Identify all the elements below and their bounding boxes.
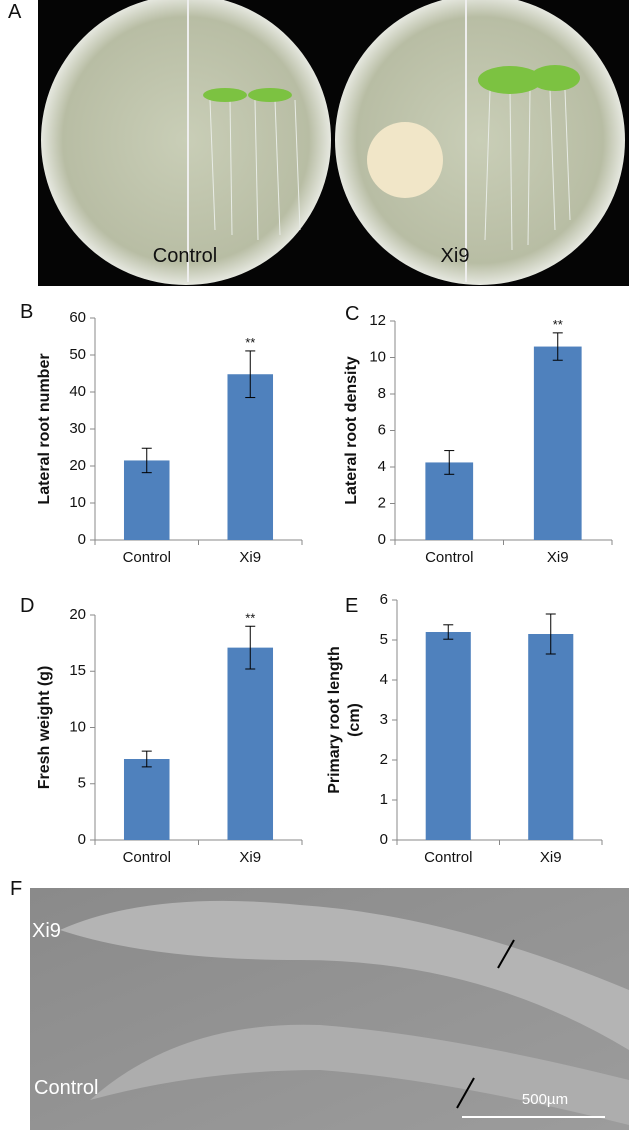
error-bar <box>141 447 152 474</box>
panel-label: A <box>8 1 22 23</box>
error-bar <box>141 750 152 768</box>
y-axis-title: Fresh weight (g) <box>36 666 53 790</box>
y-axis-title: Lateral root number <box>36 353 53 504</box>
fungal-colony <box>367 122 443 198</box>
bar <box>123 460 170 540</box>
x-tick-label: Xi9 <box>547 549 569 566</box>
y-tick-label: 0 <box>78 831 86 848</box>
error-bar <box>552 332 563 361</box>
plate <box>41 0 331 285</box>
y-tick-label: 0 <box>78 531 86 548</box>
error-bar <box>545 613 556 655</box>
y-tick-label: 15 <box>69 662 86 679</box>
y-tick-label: 1 <box>380 791 388 808</box>
y-tick-label: 2 <box>380 751 388 768</box>
y-tick-label: 5 <box>78 775 86 792</box>
y-tick-label: 3 <box>380 711 388 728</box>
significance: ** <box>245 610 255 625</box>
y-tick-label: 0 <box>380 831 388 848</box>
y-tick-label: 10 <box>69 718 86 735</box>
error-bar <box>245 350 256 399</box>
bar <box>425 462 474 540</box>
y-tick-label: 2 <box>378 494 386 511</box>
root-image <box>60 900 629 1050</box>
error-bar <box>443 624 454 640</box>
significance: ** <box>553 317 563 332</box>
bar <box>227 647 274 840</box>
y-tick-label: 10 <box>69 494 86 511</box>
bar <box>425 632 471 840</box>
image-label: Xi9 <box>32 920 61 942</box>
y-tick-label: 6 <box>380 591 388 608</box>
panel-label: C <box>345 303 359 325</box>
x-tick-label: Control <box>123 549 171 566</box>
y-axis-title: Primary root length <box>326 646 343 794</box>
root-image <box>90 1024 629 1125</box>
plate-label: Control <box>153 245 217 267</box>
y-tick-label: 30 <box>69 420 86 437</box>
width-arrow <box>497 939 515 969</box>
significance: ** <box>245 335 255 350</box>
y-axis-title: Lateral root density <box>343 356 360 505</box>
y-tick-label: 20 <box>69 606 86 623</box>
scale-label: 500µm <box>522 1091 568 1108</box>
panel-label: B <box>20 301 33 323</box>
x-tick-label: Control <box>123 849 171 866</box>
y-tick-label: 50 <box>69 346 86 363</box>
x-tick-label: Control <box>425 549 473 566</box>
y-tick-label: 4 <box>378 458 386 475</box>
roots <box>209 89 571 251</box>
y-tick-label: 5 <box>380 631 388 648</box>
y-tick-label: 8 <box>378 385 386 402</box>
plate-label: Xi9 <box>441 245 470 267</box>
x-tick-label: Xi9 <box>239 849 261 866</box>
bar <box>227 374 274 540</box>
y-tick-label: 12 <box>369 312 386 329</box>
x-tick-label: Xi9 <box>239 549 261 566</box>
error-bar <box>444 450 455 475</box>
x-tick-label: Control <box>424 849 472 866</box>
panel-label: F <box>10 878 22 900</box>
y-axis-title: (cm) <box>346 703 363 737</box>
y-tick-label: 20 <box>69 457 86 474</box>
bar <box>123 759 170 840</box>
y-tick-label: 10 <box>369 348 386 365</box>
image-label: Control <box>34 1077 98 1099</box>
width-arrow <box>456 1077 475 1109</box>
y-tick-label: 40 <box>69 383 86 400</box>
bar <box>528 634 574 840</box>
bar <box>533 346 582 540</box>
y-tick-label: 60 <box>69 309 86 326</box>
panel-label: E <box>345 595 358 617</box>
x-tick-label: Xi9 <box>540 849 562 866</box>
seedlings <box>203 65 580 102</box>
error-bar <box>245 625 256 670</box>
y-tick-label: 4 <box>380 671 388 688</box>
y-tick-label: 6 <box>378 421 386 438</box>
y-tick-label: 0 <box>378 531 386 548</box>
panel-label: D <box>20 595 34 617</box>
